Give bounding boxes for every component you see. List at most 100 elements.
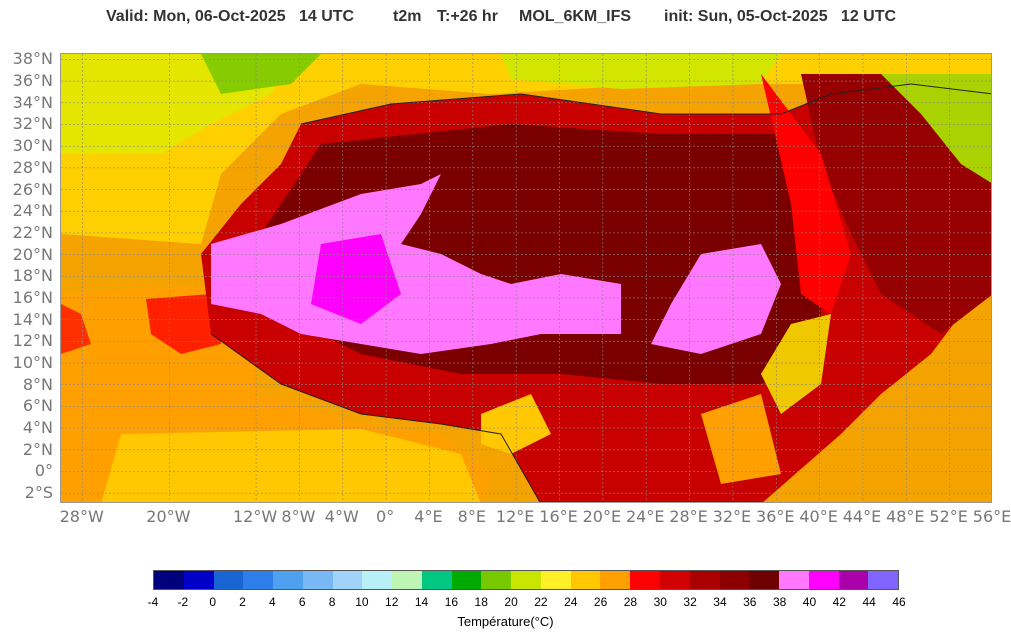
lon-label: 36°E: [756, 507, 795, 526]
temperature-map: [60, 53, 992, 503]
med-east: [501, 54, 781, 89]
lat-label: 2°N: [22, 439, 53, 459]
valid-time: Valid: Mon, 06-Oct-2025 14 UTC: [106, 8, 355, 25]
lon-label: 12°E: [495, 507, 535, 526]
lon-label: 8°W: [281, 507, 316, 526]
colorbar-cell: [511, 571, 541, 589]
east-africa-highlands: [701, 394, 781, 484]
lon-label: 24°E: [625, 507, 665, 526]
colorbar-tick-label: 32: [683, 595, 697, 609]
map-title: Valid: Mon, 06-Oct-2025 14 UTC t2m T:+26…: [0, 8, 1011, 30]
atlantic-green: [201, 54, 321, 94]
colorbar-cell: [183, 571, 214, 589]
lat-label: 20°N: [12, 244, 53, 264]
colorbar-tick-label: 10: [355, 595, 369, 609]
colorbar-cell: [630, 571, 661, 589]
colorbar-tick-label: 6: [298, 595, 306, 609]
colorbar-cell: [540, 571, 571, 589]
lat-label: 22°N: [12, 222, 53, 242]
colorbar-tick-label: 34: [713, 595, 727, 609]
extreme-heat-sahel-west: [211, 174, 621, 354]
colorbar-tick-label: 4: [269, 595, 276, 609]
graticule: [61, 54, 991, 502]
colorbar-cell: [451, 571, 482, 589]
lat-label: 18°N: [12, 266, 53, 286]
atlantic-hotspot: [61, 304, 91, 354]
colorbar-tick-label: -2: [177, 595, 189, 609]
colorbar-cell: [421, 571, 452, 589]
colorbar-cell: [154, 571, 184, 589]
init-time: init: Sun, 05-Oct-2025 12 UTC: [664, 8, 897, 25]
lon-label: 28°W: [59, 507, 104, 526]
extreme-heat-mali: [311, 234, 401, 324]
lat-label: 36°N: [12, 71, 53, 91]
colorbar-tick-label: -4: [147, 595, 159, 609]
lon-label: 0°: [376, 507, 395, 526]
colorbar-cell: [838, 571, 869, 589]
colorbar-cell: [779, 571, 809, 589]
temperature-colorbar: [153, 570, 899, 590]
colorbar-tick-label: 22: [534, 595, 548, 609]
colorbar-tick-label: 0: [209, 595, 217, 609]
lon-label: 48°E: [886, 507, 925, 526]
colorbar-cell: [570, 571, 601, 589]
colorbar-cell: [749, 571, 780, 589]
colorbar-tick-label: 42: [832, 595, 846, 609]
mediterranean-region: [61, 54, 991, 244]
lon-label: 12°W: [232, 507, 278, 526]
lat-label: 12°N: [12, 331, 53, 351]
lon-label: 4°W: [324, 507, 359, 526]
colorbar-tick-label: 18: [474, 595, 488, 609]
colorbar-tick-label: 36: [743, 595, 757, 609]
colorbar-tick-label: 38: [772, 595, 787, 609]
map-canvas: [61, 54, 991, 502]
colorbar-cell: [719, 571, 750, 589]
colorbar-tick-label: 16: [444, 595, 459, 609]
lat-label: 30°N: [12, 136, 53, 156]
ethiopian-highlands: [761, 314, 831, 414]
model-name: MOL_6KM_IFS: [519, 8, 632, 25]
colorbar-tick-label: 26: [593, 595, 608, 609]
lon-label: 16°E: [539, 507, 578, 526]
lon-label: 56°E: [972, 507, 1011, 526]
equatorial-atlantic: [101, 429, 481, 502]
lon-label: 20°E: [582, 507, 622, 526]
red-sea: [761, 74, 851, 314]
colorbar-tick-label: 12: [385, 595, 399, 609]
colorbar-cell: [302, 571, 333, 589]
colorbar-tick-label: 44: [862, 595, 876, 609]
colorbar-cell: [868, 571, 899, 589]
colorbar-cell: [808, 571, 839, 589]
lon-label: 4°E: [414, 507, 443, 526]
colorbar-tick-label: 46: [892, 595, 906, 609]
colorbar-cell: [660, 571, 690, 589]
lat-label: 38°N: [12, 49, 53, 69]
lat-label: 4°N: [22, 418, 53, 438]
lat-label: 10°N: [12, 353, 53, 373]
extreme-heat-sudan: [651, 244, 781, 354]
lat-label: 34°N: [12, 92, 53, 112]
colorbar-tick-label: 8: [328, 595, 336, 609]
colorbar-cell: [243, 571, 274, 589]
lat-label: 6°N: [22, 396, 53, 416]
cape-verde-warm: [146, 294, 221, 354]
lat-label: 32°N: [12, 114, 53, 134]
forecast-lead: T:+26 hr: [437, 8, 498, 25]
colorbar-cell: [392, 571, 422, 589]
lon-label: 44°E: [842, 507, 882, 526]
colorbar-tick-label: 40: [802, 595, 817, 609]
colorbar-cell: [689, 571, 720, 589]
lat-label: 28°N: [12, 157, 53, 177]
levant-cool: [881, 74, 991, 183]
lat-label: 26°N: [12, 179, 53, 199]
colorbar-tick-label: 2: [239, 595, 246, 609]
colorbar-cell: [600, 571, 631, 589]
colorbar-title: Température(°C): [457, 614, 554, 629]
lon-label: 40°E: [799, 507, 838, 526]
parameter-name: t2m: [393, 8, 422, 25]
coastline: [210, 83, 991, 502]
colorbar-tick-label: 24: [564, 595, 578, 609]
lat-label: 24°N: [12, 201, 53, 221]
lat-label: 14°N: [12, 309, 53, 329]
colorbar-cell: [273, 571, 303, 589]
